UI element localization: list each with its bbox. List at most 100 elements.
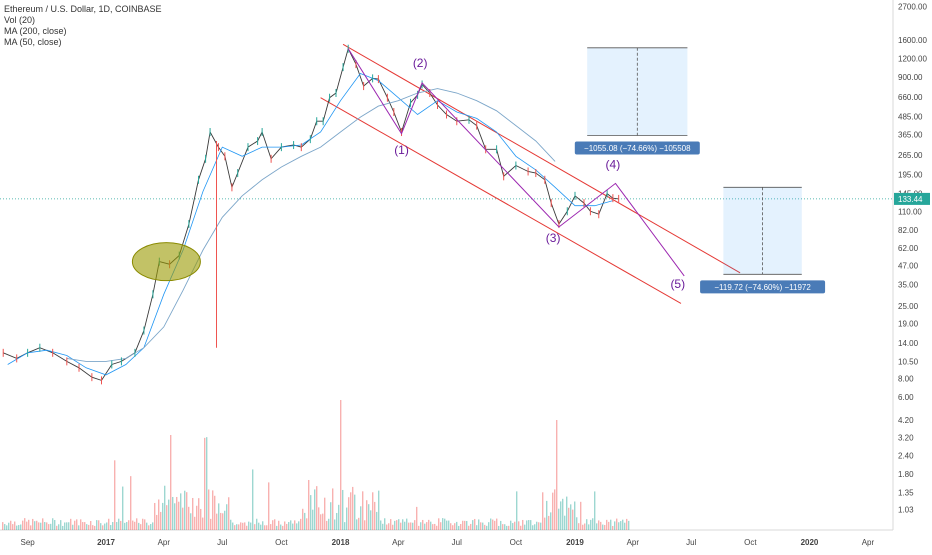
volume-bar (74, 520, 76, 530)
volume-bar (222, 513, 224, 530)
volume-bar (80, 519, 82, 530)
volume-bar (88, 524, 90, 530)
elliott-wave-path (347, 48, 685, 277)
volume-bar (440, 522, 442, 530)
volume-bar (104, 523, 106, 530)
volume-bar (414, 520, 416, 530)
volume-bar (266, 525, 268, 530)
volume-bar (24, 518, 26, 530)
volume-bar (52, 518, 54, 530)
volume-bar (16, 525, 18, 530)
volume-bar (260, 524, 262, 530)
x-tick-label-4: Oct (275, 538, 288, 547)
volume-bar (528, 520, 530, 530)
volume-bar (258, 522, 260, 530)
volume-bar (468, 525, 470, 530)
volume-bar (18, 525, 20, 530)
volume-bar (26, 521, 28, 530)
volume-bar (350, 492, 352, 530)
volume-bar (192, 497, 194, 530)
volume-bar (464, 520, 466, 530)
volume-bar (48, 524, 50, 530)
x-tick-label-10: Apr (627, 538, 640, 547)
y-tick-label-4: 660.00 (898, 93, 923, 102)
volume-bar (66, 522, 68, 530)
legend-ma200[interactable]: MA (200, close) (4, 26, 67, 36)
volume-bar (434, 523, 436, 530)
y-tick-label-25: 1.35 (898, 488, 914, 497)
volume-bar (580, 501, 582, 530)
volume-bar (480, 522, 482, 530)
volume-bar (152, 522, 154, 530)
volume-bar (590, 519, 592, 530)
volume-bar (518, 521, 520, 530)
volume-bar (148, 525, 150, 530)
volume-bar (210, 518, 212, 530)
x-tick-label-7: Jul (452, 538, 462, 547)
volume-bar (4, 524, 6, 530)
y-tick-label-6: 365.00 (898, 131, 923, 140)
volume-bar (64, 522, 66, 530)
volume-bar (582, 524, 584, 530)
volume-bar (248, 521, 250, 530)
volume-bar (184, 490, 186, 530)
volume-bar (250, 522, 252, 530)
volume-bar (238, 524, 240, 530)
last-price-label: 133.44 (898, 195, 923, 204)
volume-bar (220, 512, 222, 530)
legend-symbol[interactable]: Ethereum / U.S. Dollar, 1D, COINBASE (4, 4, 162, 14)
volume-bar (36, 520, 38, 530)
volume-bar (484, 524, 486, 530)
volume-bar (316, 486, 318, 530)
y-tick-label-24: 1.80 (898, 470, 914, 479)
volume-bar (490, 518, 492, 530)
volume-bar (242, 522, 244, 530)
volume-bar (628, 520, 630, 530)
volume-bar (130, 476, 132, 530)
legend-volume[interactable]: Vol (20) (4, 15, 36, 25)
volume-bar (2, 522, 4, 530)
measure-bottom-label: −119.72 (−74.60%) −11972 (714, 283, 811, 292)
volume-bar (120, 520, 122, 530)
volume-bar (570, 504, 572, 530)
volume-bar (214, 495, 216, 530)
volume-bar (622, 519, 624, 530)
volume-bar (68, 522, 70, 530)
y-tick-label-15: 25.00 (898, 302, 919, 311)
volume-bar (146, 522, 148, 530)
volume-bar (428, 519, 430, 530)
volume-bar (352, 486, 354, 530)
x-tick-label-3: Jul (217, 538, 227, 547)
volume-bar (46, 522, 48, 530)
x-tick-label-8: Oct (510, 538, 523, 547)
volume-bars (2, 400, 630, 530)
volume-bar (530, 520, 532, 530)
volume-bar (508, 525, 510, 530)
volume-bar (576, 517, 578, 530)
volume-bar (618, 522, 620, 530)
volume-bar (332, 488, 334, 530)
volume-bar (400, 522, 402, 530)
legend-ma50[interactable]: MA (50, close) (4, 37, 62, 47)
volume-bar (362, 491, 364, 530)
volume-bar (600, 521, 602, 530)
volume-bar (444, 518, 446, 530)
volume-bar (546, 500, 548, 530)
volume-bar (450, 523, 452, 530)
y-tick-label-1: 1600.00 (898, 36, 927, 45)
volume-bar (364, 520, 366, 530)
volume-bar (496, 518, 498, 530)
volume-bar (294, 520, 296, 530)
volume-bar (476, 525, 478, 530)
volume-bar (342, 489, 344, 530)
volume-bar (406, 518, 408, 530)
volume-bar (164, 485, 166, 530)
volume-bar (338, 504, 340, 530)
volume-bar (540, 522, 542, 530)
volume-bar (94, 525, 96, 530)
volume-bar (374, 501, 376, 530)
volume-bar (536, 521, 538, 530)
